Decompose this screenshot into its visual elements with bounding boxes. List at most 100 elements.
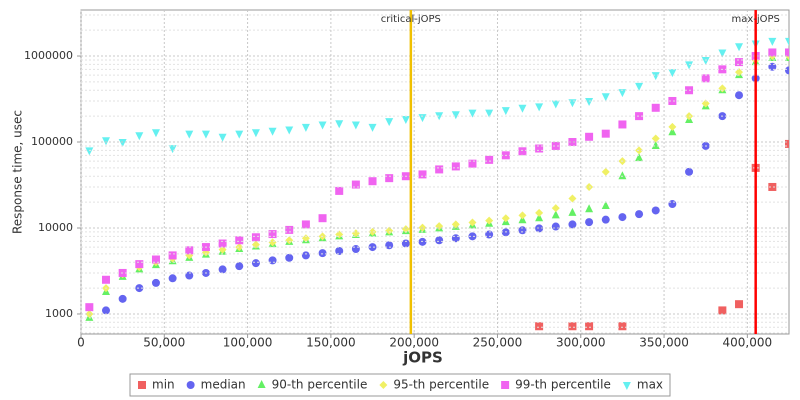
point (368, 123, 377, 132)
point (318, 121, 327, 130)
legend-label: 90-th percentile (272, 378, 368, 392)
point (335, 186, 344, 195)
point (485, 155, 494, 164)
point (651, 134, 660, 143)
point (635, 153, 644, 162)
point (418, 237, 427, 246)
point (535, 224, 544, 233)
point (485, 230, 494, 239)
point (551, 100, 560, 109)
point (385, 226, 394, 235)
point (718, 84, 727, 93)
point (568, 220, 577, 229)
point (401, 239, 410, 248)
plot-layer (85, 37, 789, 331)
point (701, 99, 710, 108)
legend-label: max (637, 378, 663, 392)
point (351, 244, 360, 253)
point (551, 141, 560, 150)
point (351, 180, 360, 189)
point (535, 322, 544, 331)
point (635, 112, 644, 121)
legend-label: median (201, 378, 246, 392)
y-axis-label: Response time, usec (11, 110, 25, 234)
point (168, 145, 177, 154)
point (368, 243, 377, 252)
point (135, 132, 144, 141)
point (435, 165, 444, 174)
point (151, 255, 160, 264)
point (618, 171, 627, 180)
point (685, 167, 694, 176)
legend-marker (501, 381, 510, 389)
point (485, 216, 494, 225)
point (218, 239, 227, 248)
point (735, 43, 744, 52)
point (268, 238, 277, 247)
point (618, 120, 627, 129)
point (285, 236, 294, 245)
x-tick-label: 300,000 (556, 336, 606, 350)
point (551, 222, 560, 231)
point (601, 215, 610, 224)
point (718, 306, 727, 315)
point (285, 126, 294, 135)
point (185, 271, 194, 280)
point (568, 194, 577, 203)
point (668, 69, 677, 78)
point (85, 147, 94, 156)
point (301, 234, 310, 243)
point (701, 74, 710, 83)
point (201, 130, 210, 139)
point (468, 218, 477, 227)
point (601, 93, 610, 102)
point (168, 274, 177, 283)
point (618, 213, 627, 222)
point (585, 132, 594, 141)
point (785, 139, 789, 148)
point (701, 56, 710, 65)
point (735, 68, 744, 77)
x-axis-label: jOPS (402, 349, 443, 367)
point (518, 104, 527, 113)
point (318, 249, 327, 258)
point (85, 303, 94, 312)
point (235, 262, 244, 271)
point (151, 278, 160, 287)
point (585, 204, 594, 213)
point (185, 246, 194, 255)
point (568, 322, 577, 331)
point (601, 167, 610, 176)
point (135, 260, 144, 269)
point (568, 138, 577, 147)
x-tick-label: 100,000 (223, 336, 273, 350)
point (118, 139, 127, 148)
x-tick-label: 50,000 (143, 336, 185, 350)
point (285, 253, 294, 262)
point (585, 97, 594, 106)
legend-marker (257, 380, 266, 388)
point (635, 82, 644, 91)
point (318, 214, 327, 223)
x-tick-label: 150,000 (306, 336, 356, 350)
point (668, 127, 677, 136)
point (385, 118, 394, 127)
point (785, 66, 789, 75)
point (635, 210, 644, 219)
x-tick-label: 0 (77, 336, 85, 350)
point (568, 207, 577, 216)
point (585, 218, 594, 227)
y-tick-label: 100000 (31, 135, 73, 148)
point (501, 214, 510, 223)
point (768, 182, 777, 191)
point (551, 210, 560, 219)
point (351, 229, 360, 238)
legend-marker (186, 381, 195, 389)
point (601, 129, 610, 138)
legend-label: min (152, 378, 175, 392)
point (335, 120, 344, 129)
x-tick-label: 200,000 (389, 336, 439, 350)
point (251, 259, 260, 268)
point (535, 213, 544, 222)
